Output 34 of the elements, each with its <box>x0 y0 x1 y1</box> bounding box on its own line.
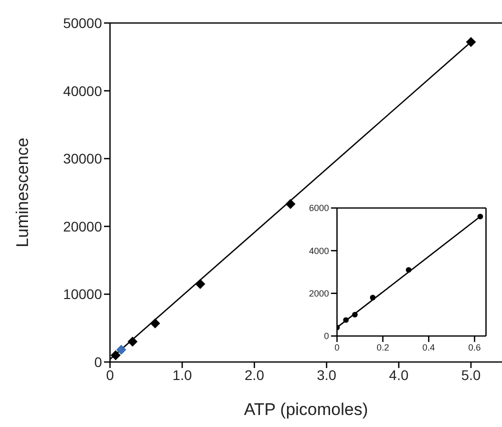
y-tick-label: 4000 <box>308 246 329 256</box>
y-tick-label: 40000 <box>63 82 102 99</box>
point <box>128 336 138 347</box>
y-tick-label: 10000 <box>63 286 102 302</box>
x-tick-label: 0 <box>106 366 114 383</box>
y-axis-title: Luminescence <box>13 138 32 248</box>
x-tick-label: 3.0 <box>316 366 337 383</box>
x-tick-label: 0 <box>334 342 340 352</box>
y-tick-label: 6000 <box>308 203 329 214</box>
x-tick-label: 1.0 <box>172 366 192 383</box>
point <box>466 36 476 47</box>
point <box>370 294 376 300</box>
point <box>477 214 484 220</box>
x-tick-label: 4.0 <box>389 366 409 383</box>
point <box>352 312 358 318</box>
point <box>195 279 206 290</box>
point <box>110 350 121 360</box>
point <box>116 344 126 355</box>
point <box>343 317 349 323</box>
y-tick-label: 0 <box>94 354 102 370</box>
x-tick-label: 0.4 <box>422 342 435 352</box>
point <box>150 318 160 328</box>
x-tick-label: 5.0 <box>461 366 481 383</box>
x-axis-title: ATP (picomoles) <box>244 400 368 419</box>
y-tick-label: 30000 <box>63 150 102 167</box>
y-tick-label: 0 <box>324 331 329 342</box>
point <box>285 199 296 210</box>
y-tick-label: 50000 <box>63 14 102 31</box>
y-tick-label: 20000 <box>63 218 102 234</box>
point <box>406 267 412 273</box>
x-tick-label: 0.2 <box>376 342 390 352</box>
y-tick-label: 2000 <box>308 288 329 299</box>
x-tick-label: 0.6 <box>468 342 481 352</box>
x-tick-label: 2.0 <box>244 366 264 383</box>
